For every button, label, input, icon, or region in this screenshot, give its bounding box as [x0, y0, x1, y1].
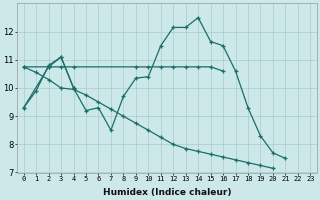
- X-axis label: Humidex (Indice chaleur): Humidex (Indice chaleur): [103, 188, 231, 197]
